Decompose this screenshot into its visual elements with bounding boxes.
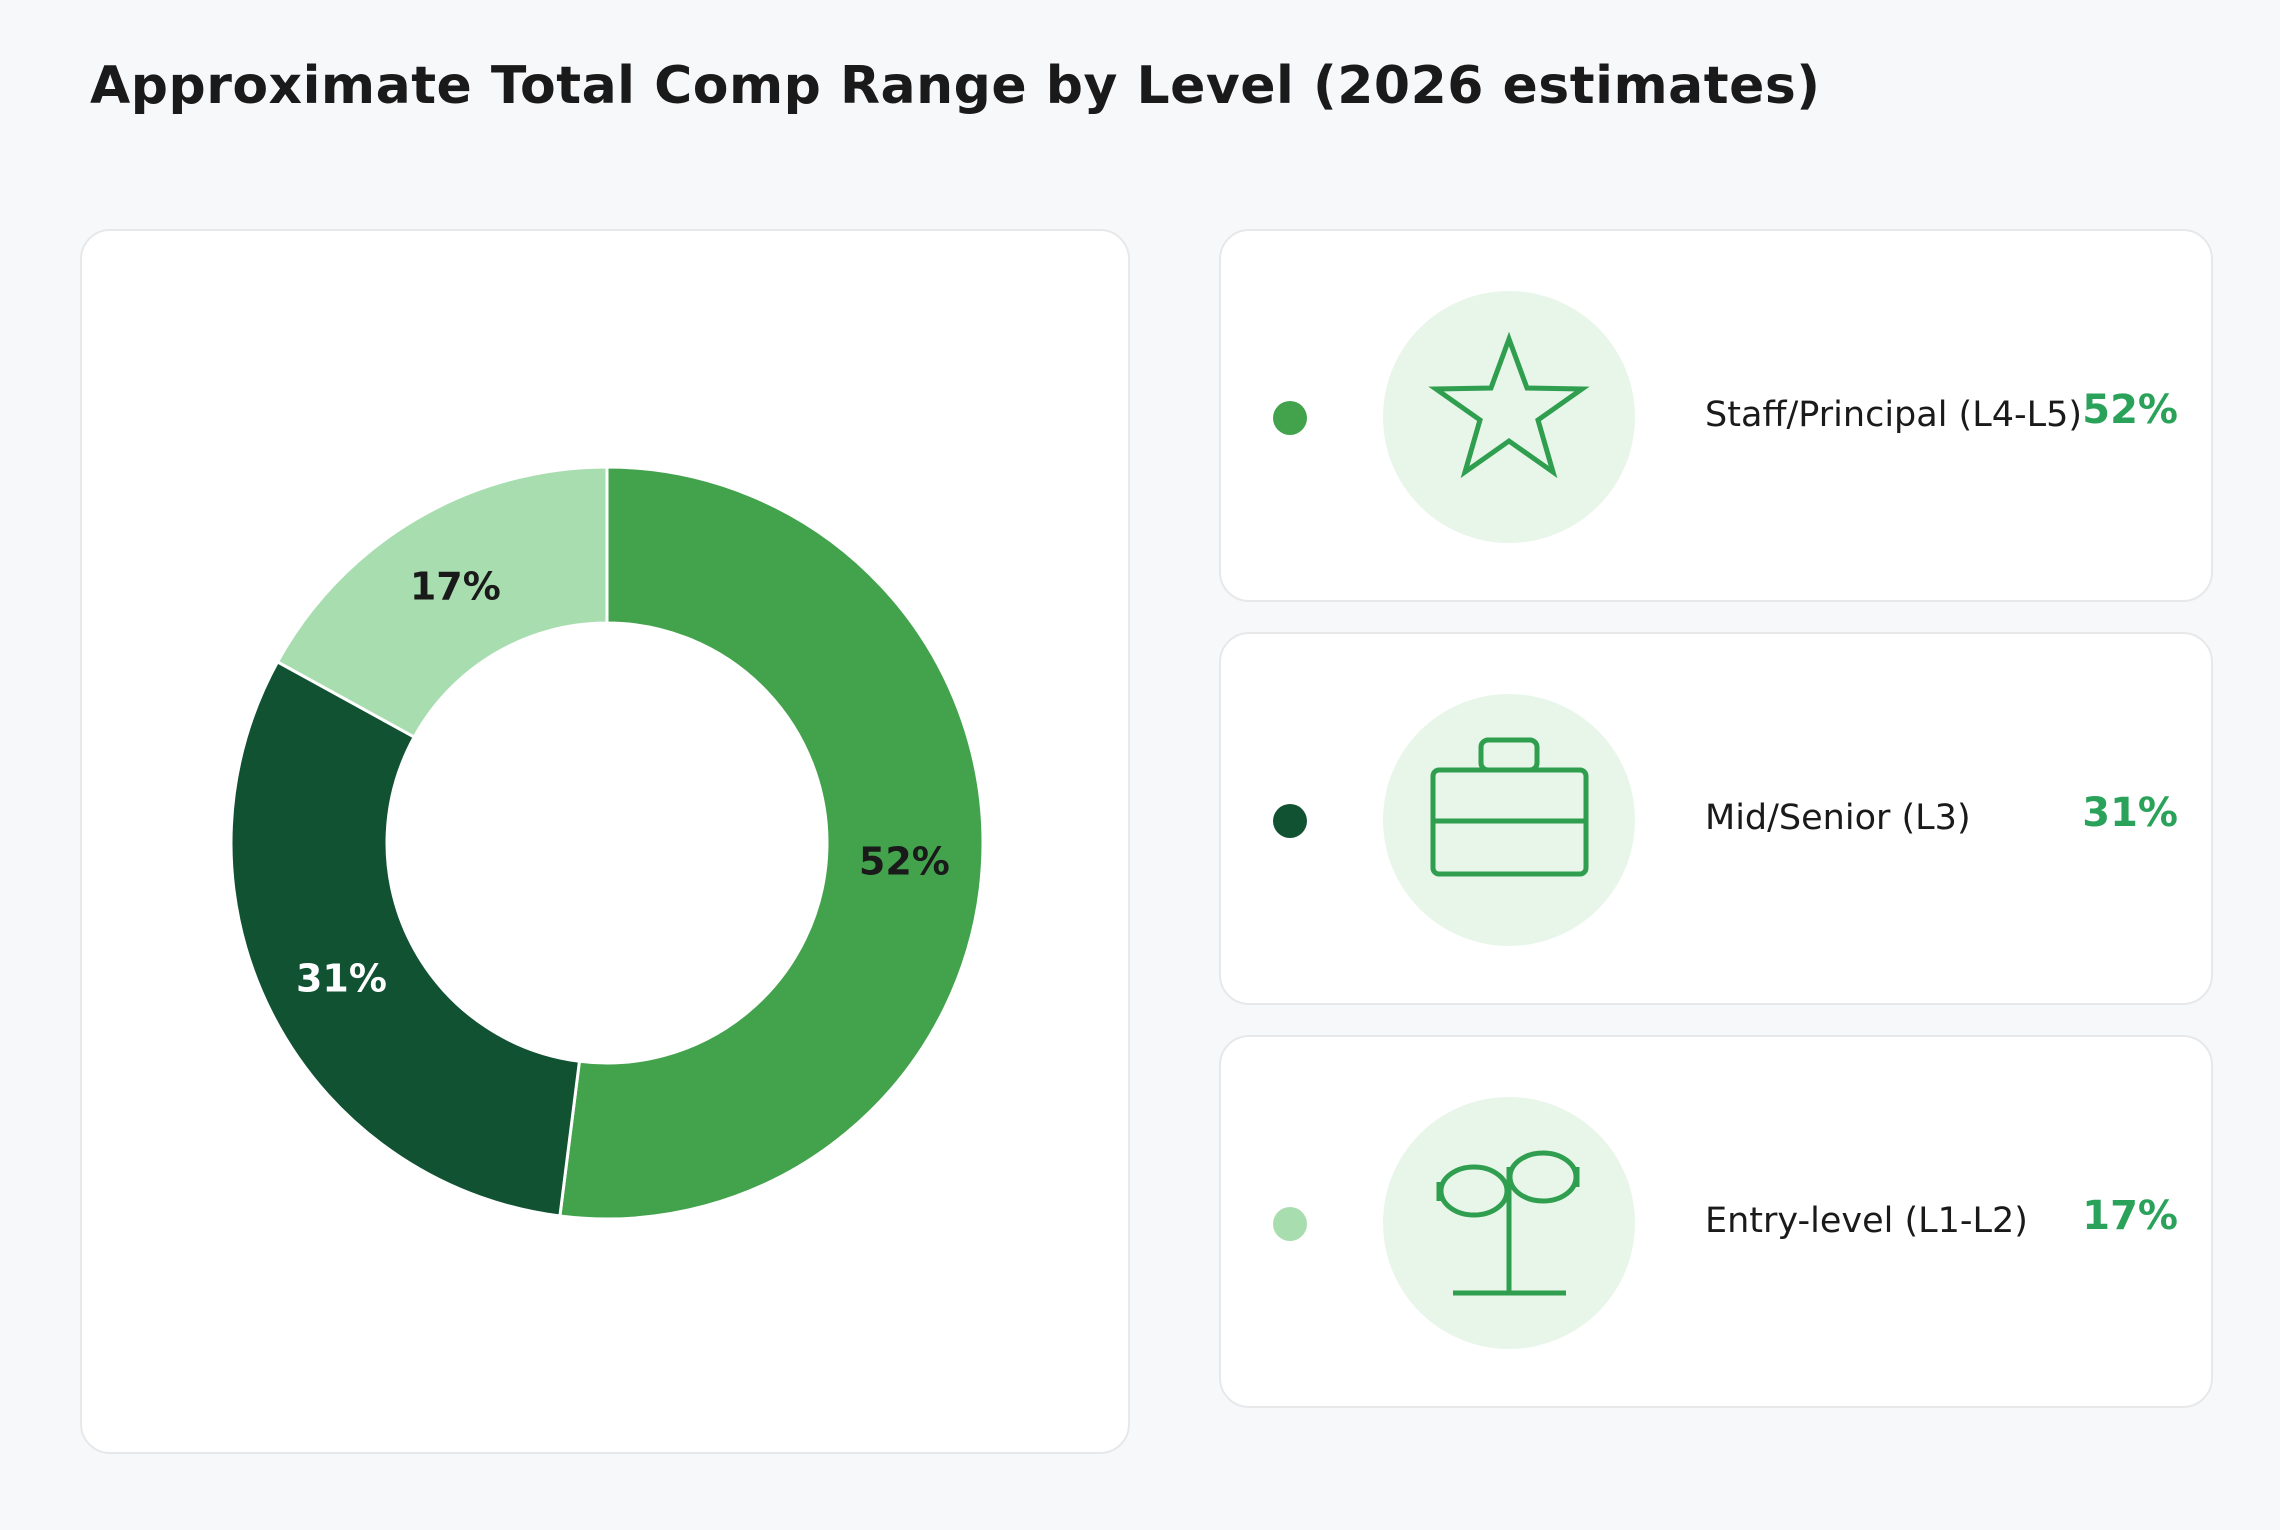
legend-card-mid-senior: Mid/Senior (L3) 31% bbox=[1219, 632, 2213, 1005]
briefcase-icon bbox=[1430, 737, 1589, 877]
legend-label: Staff/Principal (L4-L5) bbox=[1705, 395, 2083, 435]
donut-slice bbox=[275, 465, 609, 740]
icon-badge bbox=[1383, 291, 1635, 543]
icon-badge bbox=[1383, 694, 1635, 946]
legend-card-entry-level: Entry-level (L1-L2) 17% bbox=[1219, 1035, 2213, 1408]
donut-slice bbox=[558, 465, 985, 1221]
legend-swatch bbox=[1273, 804, 1307, 838]
star-icon bbox=[1428, 331, 1590, 479]
legend-label: Entry-level (L1-L2) bbox=[1705, 1201, 2028, 1241]
legend-value: 31% bbox=[2082, 790, 2178, 836]
legend-value: 17% bbox=[2082, 1193, 2178, 1239]
icon-badge bbox=[1383, 1097, 1635, 1349]
slice-label: 31% bbox=[296, 956, 387, 1000]
slice-label: 52% bbox=[859, 840, 950, 884]
sprout-icon bbox=[1436, 1150, 1580, 1296]
legend-swatch bbox=[1273, 1207, 1307, 1241]
legend-swatch bbox=[1273, 401, 1307, 435]
legend-value: 52% bbox=[2082, 387, 2178, 433]
donut-slice bbox=[229, 659, 582, 1218]
legend-label: Mid/Senior (L3) bbox=[1705, 798, 1971, 838]
legend-card-staff-principal: Staff/Principal (L4-L5) 52% bbox=[1219, 229, 2213, 602]
chart-card: 52% 31% 17% bbox=[80, 229, 1130, 1454]
chart-title: Approximate Total Comp Range by Level (2… bbox=[90, 56, 1821, 116]
slice-label: 17% bbox=[410, 564, 501, 608]
donut-chart: 52% 31% 17% bbox=[229, 465, 985, 1221]
